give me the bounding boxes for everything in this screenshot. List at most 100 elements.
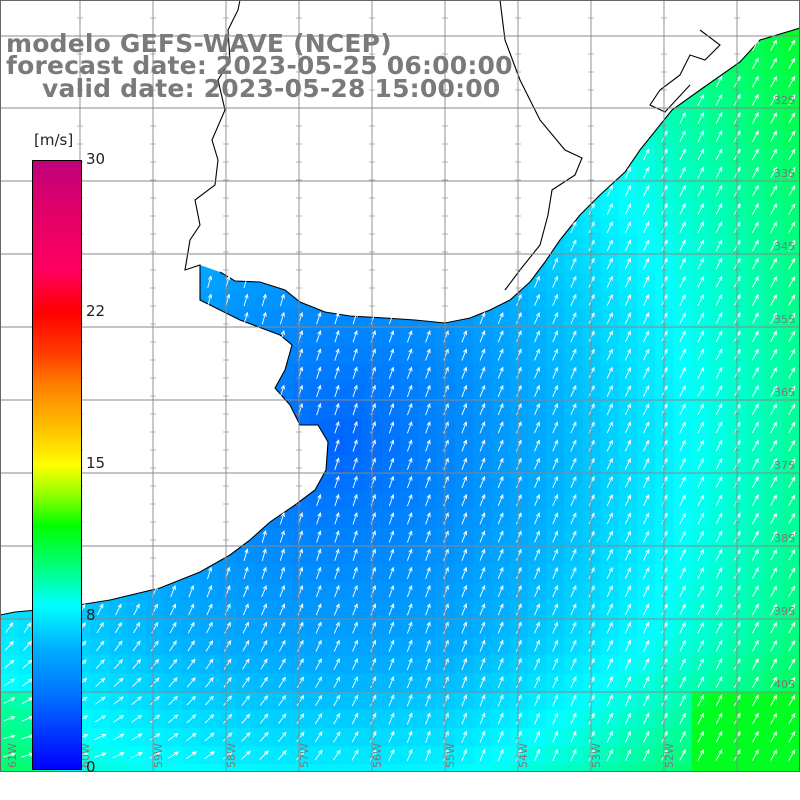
wind-arrow [606, 566, 613, 579]
wind-arrow [715, 749, 723, 761]
wind-arrow [479, 530, 486, 543]
wind-arrow [588, 293, 595, 306]
wind-arrow [715, 730, 723, 743]
wind-arrow [679, 548, 686, 561]
wind-arrow [679, 658, 686, 670]
wind-arrow [297, 658, 304, 670]
wind-arrow [425, 457, 431, 470]
wind-arrow [334, 402, 340, 416]
wind-arrow [606, 221, 613, 234]
wind-arrow [570, 657, 577, 670]
wind-arrow [770, 439, 777, 452]
wind-arrow [443, 657, 449, 671]
wind-arrow [334, 421, 340, 434]
wind-arrow [643, 548, 650, 561]
wind-arrow [697, 476, 704, 488]
wind-arrow [351, 749, 359, 761]
wind-arrow [770, 749, 777, 761]
wind-arrow [406, 694, 413, 707]
wind-arrow [606, 621, 613, 634]
wind-arrow [461, 475, 468, 489]
wind-arrow [96, 621, 104, 634]
wind-arrow [770, 57, 777, 70]
wind-arrow [352, 548, 358, 561]
wind-arrow [479, 348, 486, 361]
wind-arrow [461, 603, 468, 616]
wind-arrow [643, 475, 650, 488]
wind-arrow [534, 494, 540, 507]
wind-arrow [570, 676, 577, 689]
wind-arrow [552, 639, 559, 652]
wind-arrow [752, 421, 759, 434]
wind-arrow [461, 493, 468, 507]
wind-arrow [406, 402, 413, 416]
wind-arrow [606, 184, 613, 197]
wind-arrow [715, 476, 723, 488]
wind-arrow [534, 403, 540, 416]
wind-arrow [94, 734, 107, 741]
wind-arrow [188, 603, 195, 616]
wind-arrow [279, 311, 285, 325]
wind-arrow [352, 439, 358, 452]
wind-arrow [443, 748, 449, 762]
wind-arrow [715, 93, 723, 106]
wind-arrow [788, 184, 796, 197]
wind-arrow [479, 330, 486, 343]
wind-arrow [352, 493, 358, 507]
wind-arrow [588, 275, 595, 288]
wind-arrow [388, 439, 395, 452]
wind-arrow [552, 566, 559, 579]
wind-arrow [788, 75, 796, 88]
wind-arrow [388, 475, 395, 489]
wind-arrow [206, 603, 213, 616]
wind-arrow [242, 639, 250, 652]
wind-arrow [425, 548, 431, 561]
wind-arrow [752, 112, 759, 124]
wind-arrow [606, 330, 613, 343]
wind-arrow [333, 639, 340, 652]
wind-arrow [443, 566, 449, 580]
wind-arrow [443, 675, 449, 689]
wind-arrow [570, 548, 577, 561]
wind-arrow [443, 584, 449, 598]
plot-margin [0, 772, 800, 800]
wind-arrow [624, 639, 631, 652]
wind-arrow [679, 366, 686, 379]
wind-arrow [497, 566, 504, 579]
wind-arrow [534, 730, 540, 743]
wind-arrow [243, 548, 249, 562]
wind-arrow [131, 733, 143, 741]
wind-arrow [752, 621, 759, 634]
wind-arrow [770, 203, 777, 215]
wind-arrow [588, 348, 595, 361]
wind-arrow [697, 530, 704, 543]
wind-arrow [606, 366, 613, 379]
wind-arrow [461, 384, 468, 398]
wind-arrow [388, 748, 395, 761]
wind-arrow [261, 584, 267, 598]
wind-arrow [333, 731, 341, 743]
wind-arrow [241, 676, 250, 688]
wind-arrow [570, 730, 577, 743]
wind-arrow [406, 566, 413, 580]
wind-arrow [443, 639, 449, 652]
wind-arrow [296, 694, 305, 706]
wind-arrow [643, 239, 650, 252]
wind-arrow [788, 712, 796, 725]
wind-arrow [715, 112, 723, 124]
latitude-label: 40S [774, 678, 795, 691]
wind-arrow [588, 585, 595, 598]
wind-arrow [788, 676, 796, 688]
wind-arrow [788, 203, 796, 215]
wind-arrow [534, 676, 540, 689]
wind-arrow [606, 312, 613, 325]
wind-arrow [770, 421, 777, 434]
wind-arrow [697, 639, 704, 652]
wind-arrow [279, 293, 285, 307]
wind-arrow [752, 203, 759, 215]
wind-arrow [515, 293, 522, 306]
longitude-labels: 61W 60W 59W 58W 57W 56W 55W 54W 53W 52W [6, 743, 676, 768]
wind-arrow [624, 184, 631, 197]
wind-arrow [624, 330, 631, 343]
wind-arrow [479, 603, 486, 616]
